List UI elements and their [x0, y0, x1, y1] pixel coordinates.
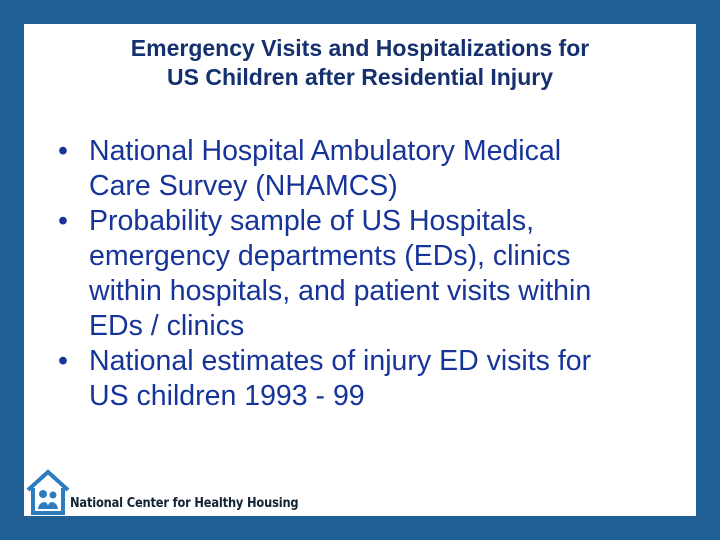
bullet-line: National Hospital Ambulatory Medical [89, 135, 562, 167]
bullet-line: Care Survey (NHAMCS) [89, 170, 398, 202]
bullet-line: Probability sample of US Hospitals, [89, 205, 535, 237]
bullet-item: • National estimates of injury ED visits… [58, 344, 678, 414]
bullet-marker: • [58, 135, 68, 167]
bullet-marker: • [58, 205, 68, 237]
bullet-line: US children 1993 - 99 [89, 380, 365, 412]
title-line: Emergency Visits and Hospitalizations fo… [130, 35, 590, 61]
bullet-item: • National Hospital Ambulatory Medical C… [58, 134, 678, 204]
slide-frame-right [696, 0, 720, 540]
slide-frame-left [0, 0, 24, 540]
bullet-line: National estimates of injury ED visits f… [89, 345, 592, 377]
slide-title: Emergency Visits and Hospitalizations fo… [60, 34, 660, 92]
bullet-line: emergency departments (EDs), clinics [89, 240, 571, 272]
bullet-item: • Probability sample of US Hospitals, em… [58, 204, 678, 344]
slide-frame-top [0, 0, 720, 24]
organization-name: National Center for Healthy Housing [70, 496, 299, 511]
bullet-line: EDs / clinics [89, 310, 245, 342]
bullet-marker: • [58, 345, 68, 377]
slide-frame-bottom [0, 516, 720, 540]
title-line: US Children after Residential Injury [167, 64, 553, 90]
bullet-list: • National Hospital Ambulatory Medical C… [58, 134, 678, 414]
bullet-line: within hospitals, and patient visits wit… [89, 275, 592, 307]
house-with-family-icon [24, 468, 72, 516]
